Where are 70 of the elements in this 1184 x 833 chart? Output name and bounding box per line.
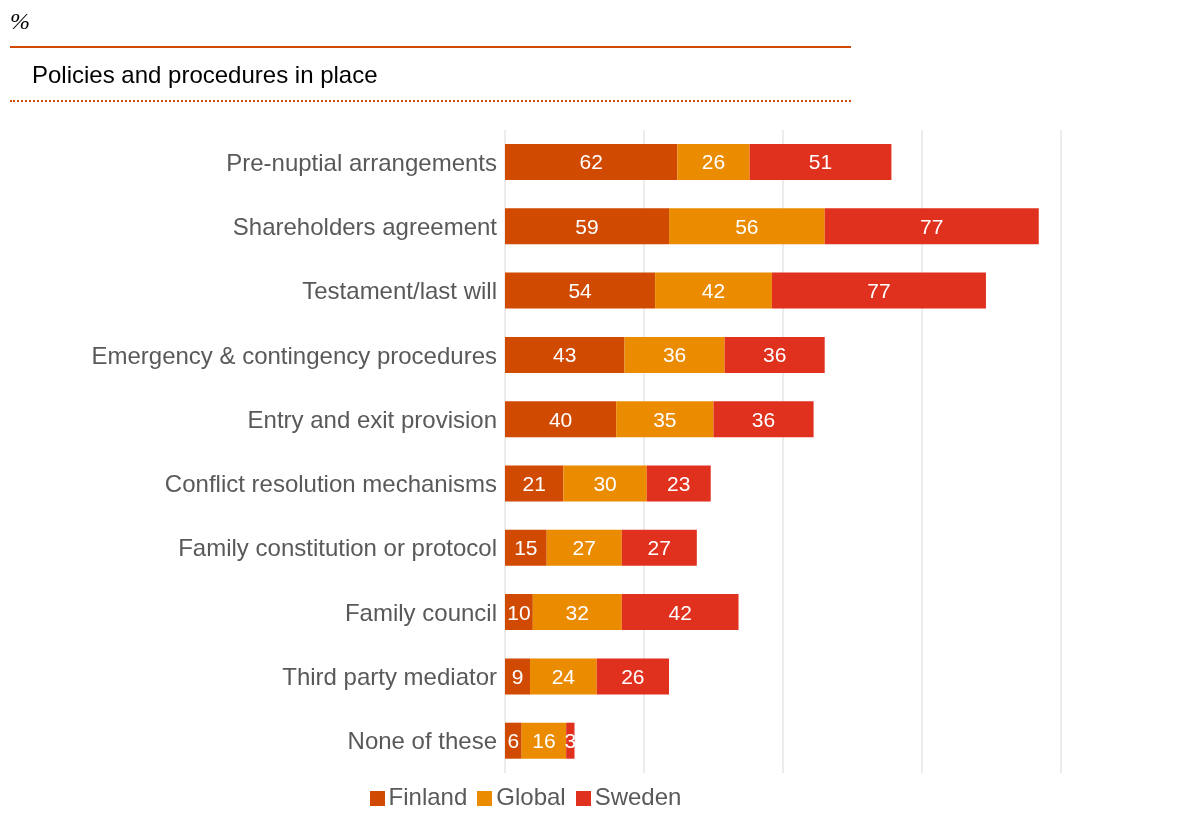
bar [505, 529, 547, 566]
bar [530, 658, 597, 695]
data-label: 21 [522, 471, 546, 495]
bar [621, 594, 739, 631]
data-label: 10 [507, 600, 531, 624]
bar [646, 465, 711, 502]
bar [505, 208, 670, 245]
bar [677, 144, 750, 180]
y-tick-label: Third party mediator [282, 663, 497, 691]
bar [596, 658, 670, 695]
data-label: 36 [762, 343, 787, 367]
data-label: 54 [568, 279, 593, 303]
y-tick-label: Family council [344, 598, 497, 626]
data-label: 77 [920, 214, 944, 238]
data-label: 43 [553, 343, 577, 367]
bar [724, 336, 825, 373]
data-label: 36 [751, 407, 776, 431]
data-label: 26 [621, 664, 645, 688]
bar [532, 594, 622, 631]
data-label: 15 [514, 536, 538, 560]
data-label: 42 [701, 279, 726, 303]
bar [771, 272, 986, 309]
bar [824, 208, 1039, 245]
data-label: 32 [565, 600, 589, 624]
text: Policies and procedures in place [32, 61, 378, 89]
bar [669, 208, 825, 245]
bar [505, 144, 678, 180]
data-label: 30 [593, 471, 617, 495]
y-tick-label: Conflict resolution mechanisms [164, 470, 497, 498]
data-label: 27 [572, 536, 596, 560]
y-tick-label: None of these [347, 727, 497, 755]
bar [563, 465, 647, 502]
legend-label: Finland [388, 783, 468, 810]
y-tick-label: Pre-nuptial arrangements [226, 148, 497, 176]
y-tick-label: Emergency & contingency procedures [91, 341, 497, 369]
data-label: 16 [532, 729, 556, 753]
data-label: 27 [647, 536, 671, 560]
bar [505, 465, 564, 502]
data-label: 77 [867, 279, 891, 303]
y-tick-label: Entry and exit provision [247, 405, 497, 433]
bar [616, 401, 714, 438]
text: % [10, 8, 30, 35]
legend-label: Sweden [594, 783, 682, 810]
bar [749, 144, 892, 180]
y-tick-label: Family constitution or protocol [178, 534, 497, 562]
legend-label: Global [496, 783, 566, 810]
data-label: 36 [662, 343, 687, 367]
bar [655, 272, 772, 309]
data-label: 56 [735, 214, 759, 238]
data-label: 59 [575, 214, 599, 238]
data-label: 51 [808, 150, 833, 174]
data-label: 62 [579, 150, 603, 174]
bar [624, 336, 725, 373]
data-label: 9 [511, 664, 524, 688]
bar [505, 336, 625, 373]
bar [621, 529, 697, 566]
y-tick-label: Testament/last will [302, 277, 497, 305]
bar [713, 401, 814, 438]
data-label: 35 [653, 407, 677, 431]
y-tick-label: Shareholders agreement [232, 212, 498, 240]
data-label: 6 [507, 729, 520, 753]
data-label: 24 [551, 664, 576, 688]
data-label: 23 [667, 471, 691, 495]
data-label: 42 [668, 600, 692, 624]
data-label: 26 [701, 150, 726, 174]
data-label: 40 [548, 407, 573, 431]
bar [505, 401, 617, 438]
bar [546, 529, 622, 566]
bar [505, 272, 656, 309]
data-label: 3 [564, 729, 577, 753]
